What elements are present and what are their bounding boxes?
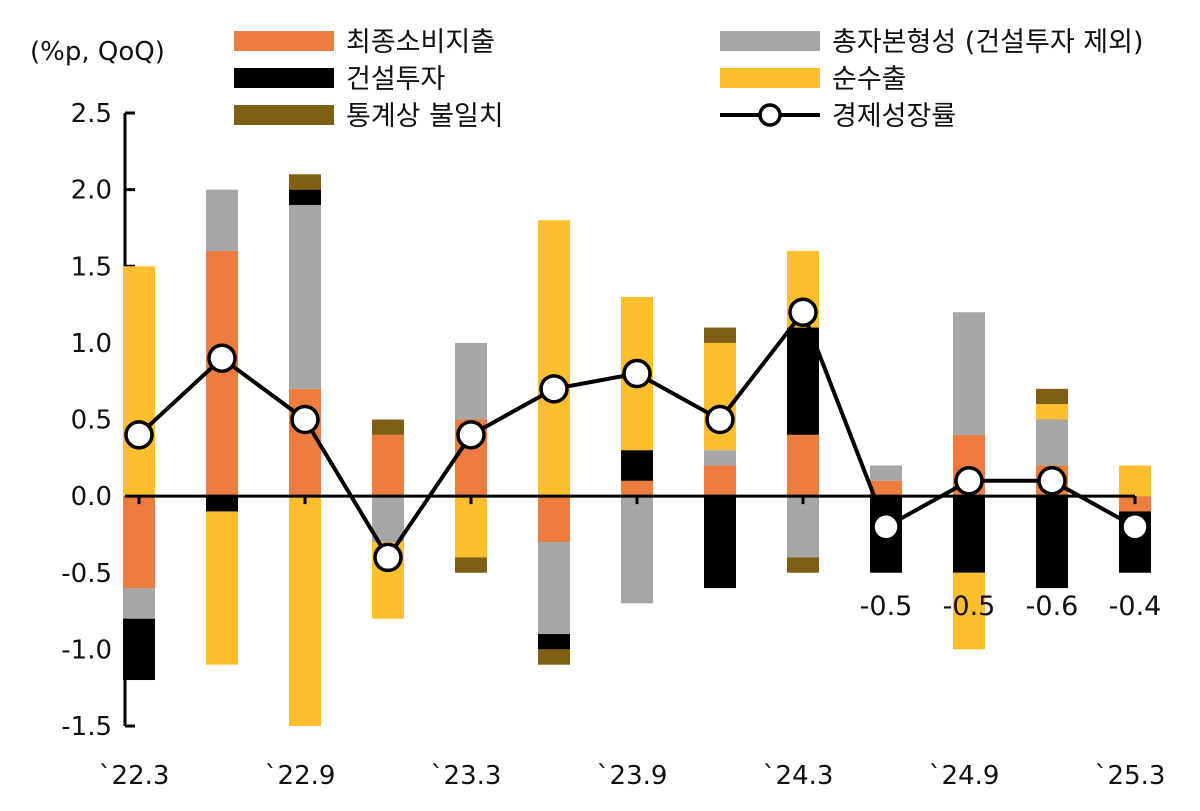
bar-segment-net_exports [123,266,155,497]
gdp-growth-point [1120,512,1150,542]
x-tick-label: `22.3 [99,761,170,791]
unit-label: (%p, QoQ) [30,37,165,67]
bar-segment-gfcf_ex_construction [206,189,238,251]
bar-segment-construction [123,618,155,681]
bar-segment-discrepancy [289,174,321,190]
y-tick-label: 1.0 [71,329,112,359]
gdp-growth-point [124,420,154,450]
bar-segment-construction [289,189,321,205]
bar-segment-construction [538,634,570,650]
bar-segment-net_exports [289,496,321,726]
bar-segment-discrepancy [787,557,819,573]
y-tick-label: -1.5 [61,712,112,742]
bar-segment-gfcf_ex_construction [621,496,653,604]
bar-segment-gfcf_ex_construction [289,204,321,389]
legend-swatch-gdp-marker [758,103,782,127]
construction-value-label: -0.6 [1026,591,1079,622]
bar-segment-construction [621,450,653,481]
bar-segment-discrepancy [455,557,487,573]
legend-label-gfcf_ex_construction: 총자본형성 (건설투자 제외) [832,27,1143,58]
bar-segment-construction [704,496,736,589]
bar-segment-construction [953,496,985,573]
bar-segment-net_exports [953,572,985,650]
bar-segment-gfcf_ex_construction [1036,419,1068,466]
construction-value-label: -0.5 [860,591,913,622]
construction-value-label: -0.4 [1109,591,1162,622]
bar-segment-net_exports [538,220,570,497]
bar-segment-discrepancy [704,327,736,343]
bar-segment-net_exports [206,511,238,665]
gdp-growth-point [373,542,403,573]
bar-segment-construction [206,496,238,512]
bar-segment-consumption [538,496,570,543]
bar-segment-consumption [704,465,736,497]
y-tick-label: -0.5 [61,559,112,589]
bar-segment-net_exports [455,496,487,558]
gdp-growth-point [290,404,320,435]
legend-label-consumption: 최종소비지출 [346,27,495,58]
bar-segment-consumption [123,496,155,589]
legend-label-construction: 건설투자 [346,64,446,95]
legend-label-gdp: 경제성장률 [832,101,956,132]
gdp-growth-point [1037,466,1067,496]
y-tick-label: -1.0 [61,635,112,665]
bar-segment-gfcf_ex_construction [538,542,570,635]
bar-segment-consumption [787,434,819,497]
y-tick-label: 0.0 [71,482,112,512]
x-tick-label: `23.3 [431,761,502,791]
bar-segment-construction [787,327,819,435]
gdp-growth-point [207,343,237,373]
gdp-growth-point [954,466,984,496]
legend-swatch-consumption [234,31,334,51]
bar-segment-discrepancy [1036,388,1068,405]
gdp-growth-point [622,358,652,389]
bar-segment-consumption [206,250,238,497]
x-tick-label: `25.3 [1095,761,1166,791]
construction-value-label: -0.5 [943,591,996,622]
y-tick-label: 1.5 [71,252,112,282]
bar-segment-net_exports [1119,465,1151,497]
annotations: -0.5 -0.5 -0.6 -0.4 [860,591,1162,622]
bar-segment-gfcf_ex_construction [787,496,819,558]
bars [123,174,1151,726]
bar-segment-net_exports [1036,404,1068,420]
bar-segment-gfcf_ex_construction [372,496,404,543]
gdp-line [124,297,1150,573]
gdp-growth-point [788,297,818,327]
bar-segment-gfcf_ex_construction [953,312,985,435]
legend-label-discrepancy: 통계상 불일치 [346,101,504,132]
legend-swatch-net_exports [720,68,820,88]
legend-swatch-discrepancy [234,105,334,125]
x-tick-label: `23.9 [597,761,668,791]
bar-segment-discrepancy [372,419,404,435]
x-axis: `22.3 `22.9 `23.3 `23.9 `24.3 `24.9 `25.3 [99,496,1166,791]
y-tick-label: 0.5 [71,406,112,436]
x-tick-label: `24.3 [763,761,834,791]
bar-segment-gfcf_ex_construction [455,342,487,420]
x-tick-label: `22.9 [265,761,336,791]
gdp-growth-point [456,420,486,450]
y-tick-label: 2.5 [71,99,112,129]
y-tick-label: 2.0 [71,176,112,206]
bar-segment-discrepancy [538,649,570,665]
bar-segment-consumption [372,434,404,497]
legend-swatch-gfcf_ex_construction [720,31,820,51]
legend-label-net_exports: 순수출 [832,64,907,95]
bar-segment-gfcf_ex_construction [870,465,902,481]
bar-segment-consumption [870,480,902,497]
bar-segment-gfcf_ex_construction [704,450,736,466]
bar-segment-consumption [621,480,653,497]
gdp-growth-point [871,512,901,542]
gdp-growth-point [705,404,735,435]
legend-swatch-construction [234,68,334,88]
bar-segment-construction [1036,496,1068,589]
gdp-growth-point [539,374,569,404]
bar-segment-gfcf_ex_construction [123,588,155,619]
x-tick-label: `24.9 [929,761,1000,791]
